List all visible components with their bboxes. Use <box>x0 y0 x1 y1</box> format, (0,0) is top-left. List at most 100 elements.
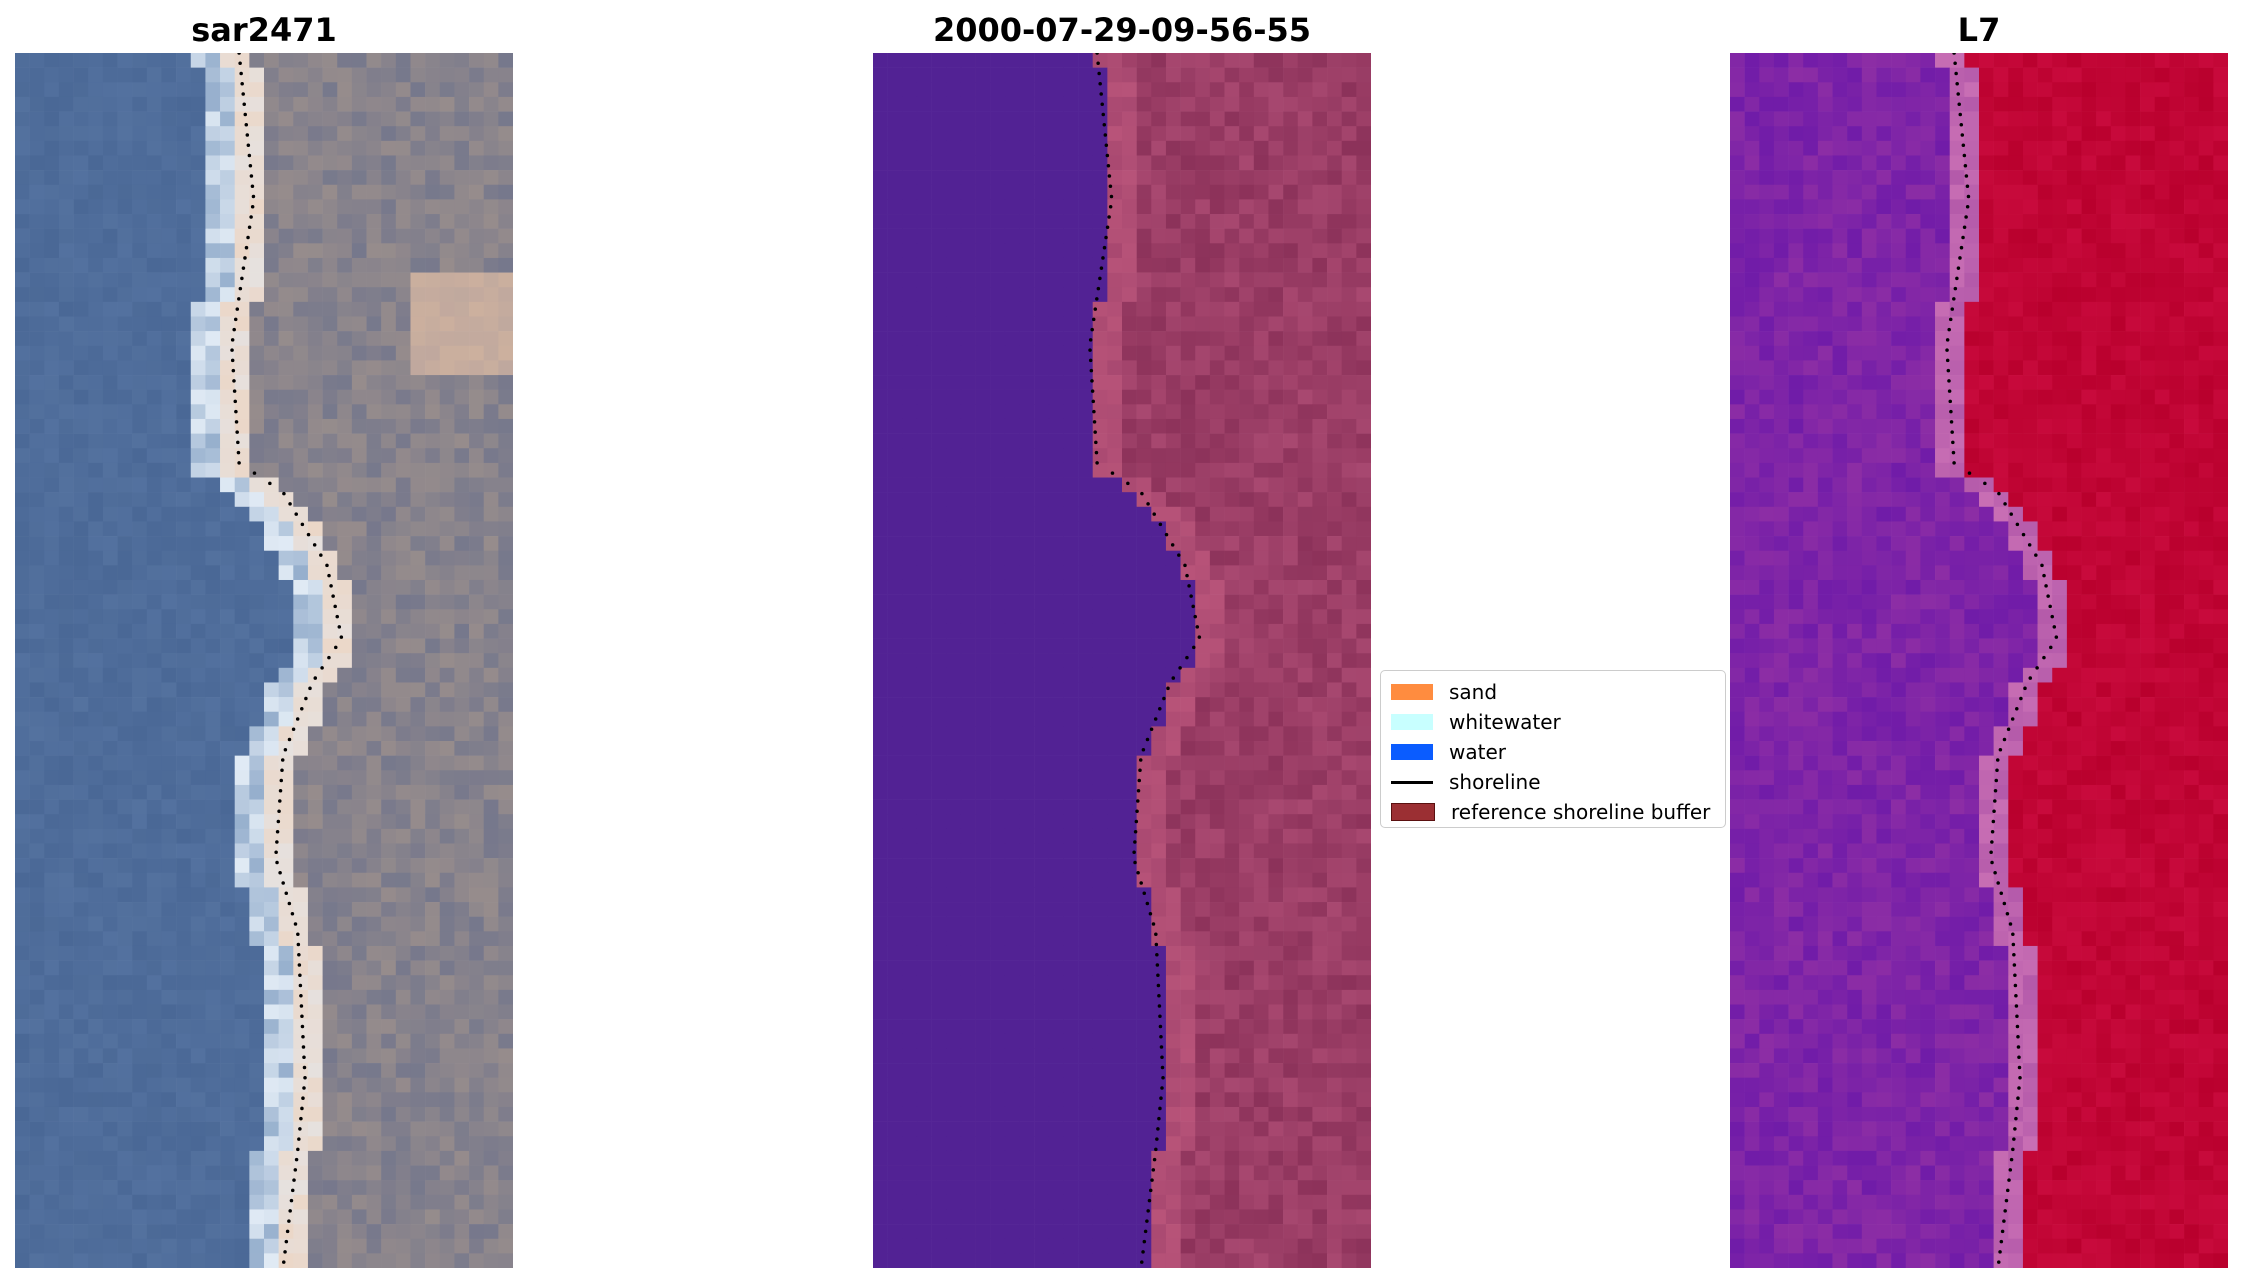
image-pixel <box>1107 902 1123 917</box>
image-pixel <box>293 257 309 273</box>
image-pixel <box>1283 82 1299 98</box>
image-pixel <box>146 741 162 756</box>
image-pixel <box>1356 887 1371 903</box>
image-pixel <box>190 843 206 859</box>
image-pixel <box>1209 287 1225 303</box>
image-pixel <box>946 565 962 581</box>
image-pixel <box>366 550 382 566</box>
image-pixel <box>1312 902 1328 917</box>
image-pixel <box>73 726 89 742</box>
image-pixel <box>1297 155 1313 171</box>
image-pixel <box>117 360 133 376</box>
image-pixel <box>73 506 89 522</box>
image-pixel <box>1209 389 1225 405</box>
image-pixel <box>366 770 382 786</box>
image-pixel <box>916 199 932 215</box>
image-pixel <box>1048 858 1064 874</box>
image-pixel <box>975 799 991 815</box>
image-pixel <box>1136 287 1152 303</box>
image-pixel <box>102 697 118 713</box>
image-pixel <box>902 550 918 566</box>
image-pixel <box>483 638 499 654</box>
image-pixel <box>916 404 932 420</box>
image-pixel <box>1151 418 1167 434</box>
image-pixel <box>1312 345 1328 361</box>
image-pixel <box>1063 243 1079 259</box>
image-pixel <box>1356 360 1371 376</box>
image-pixel <box>88 755 104 771</box>
image-pixel <box>1209 199 1225 215</box>
image-pixel <box>132 389 148 405</box>
image-pixel <box>1078 506 1093 522</box>
image-pixel <box>1341 536 1357 552</box>
image-pixel <box>1092 682 1108 698</box>
image-pixel <box>176 902 192 917</box>
image-pixel <box>946 316 962 332</box>
image-pixel <box>469 345 484 361</box>
image-pixel <box>88 843 104 859</box>
image-pixel <box>307 140 323 156</box>
image-pixel <box>1356 404 1371 420</box>
image-pixel <box>1356 609 1371 625</box>
image-pixel <box>887 331 903 347</box>
image-pixel <box>176 1004 192 1020</box>
image-pixel <box>975 843 991 859</box>
image-pixel <box>29 1033 45 1049</box>
image-pixel <box>439 331 455 347</box>
image-pixel <box>946 579 962 595</box>
image-pixel <box>366 887 382 903</box>
image-pixel <box>1356 448 1371 464</box>
image-pixel <box>117 1253 133 1268</box>
image-pixel <box>205 536 221 552</box>
image-pixel <box>410 536 426 552</box>
image-pixel <box>425 638 441 654</box>
image-pixel <box>1063 82 1079 98</box>
image-pixel <box>1195 550 1211 566</box>
image-pixel <box>29 140 45 156</box>
image-pixel <box>1165 872 1181 888</box>
image-pixel <box>234 1253 250 1268</box>
image-pixel <box>975 170 991 186</box>
image-pixel <box>278 1165 294 1181</box>
image-pixel <box>58 111 74 127</box>
image-pixel <box>176 1106 192 1122</box>
panel-title-date: 2000-07-29-09-56-55 <box>932 11 1312 49</box>
image-pixel <box>366 1224 382 1240</box>
image-pixel <box>425 1121 441 1137</box>
image-pixel <box>1268 506 1284 522</box>
image-pixel <box>190 770 206 786</box>
image-pixel <box>132 404 148 420</box>
image-pixel <box>234 755 250 771</box>
image-pixel <box>469 1136 484 1152</box>
image-pixel <box>293 594 309 610</box>
image-pixel <box>1327 360 1342 376</box>
image-pixel <box>395 1048 411 1064</box>
image-pixel <box>220 1165 235 1181</box>
image-pixel <box>873 828 888 844</box>
image-pixel <box>1195 916 1211 932</box>
image-pixel <box>1078 477 1093 493</box>
image-pixel <box>395 1209 411 1225</box>
image-pixel <box>975 257 991 273</box>
image-pixel <box>1004 53 1020 68</box>
image-pixel <box>234 1033 250 1049</box>
image-pixel <box>1209 345 1225 361</box>
image-pixel <box>176 887 192 903</box>
image-pixel <box>469 1121 484 1137</box>
image-pixel <box>1122 741 1137 756</box>
image-pixel <box>1327 316 1342 332</box>
image-pixel <box>1034 799 1050 815</box>
image-pixel <box>1297 638 1313 654</box>
image-pixel <box>1180 536 1196 552</box>
image-pixel <box>117 638 133 654</box>
image-pixel <box>454 96 470 112</box>
image-pixel <box>1092 228 1108 244</box>
image-pixel <box>946 902 962 917</box>
image-pixel <box>293 741 309 756</box>
image-pixel <box>1122 623 1137 639</box>
image-pixel <box>1004 257 1020 273</box>
image-pixel <box>410 975 426 991</box>
image-pixel <box>293 1136 309 1152</box>
image-pixel <box>205 1121 221 1137</box>
image-pixel <box>469 667 484 683</box>
